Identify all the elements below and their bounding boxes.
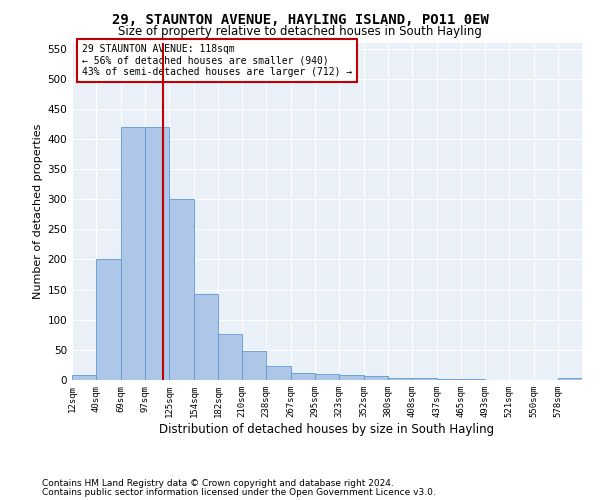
Bar <box>194 294 218 380</box>
Text: Contains public sector information licensed under the Open Government Licence v3: Contains public sector information licen… <box>42 488 436 497</box>
Bar <box>315 374 339 380</box>
Bar <box>121 127 145 380</box>
Bar <box>242 351 266 380</box>
Text: 29 STAUNTON AVENUE: 118sqm
← 56% of detached houses are smaller (940)
43% of sem: 29 STAUNTON AVENUE: 118sqm ← 56% of deta… <box>82 44 352 78</box>
Bar <box>72 375 96 380</box>
Bar <box>96 260 121 380</box>
Y-axis label: Number of detached properties: Number of detached properties <box>33 124 43 299</box>
Bar <box>412 378 437 380</box>
Text: Contains HM Land Registry data © Crown copyright and database right 2024.: Contains HM Land Registry data © Crown c… <box>42 479 394 488</box>
X-axis label: Distribution of detached houses by size in South Hayling: Distribution of detached houses by size … <box>160 422 494 436</box>
Bar <box>266 366 291 380</box>
Bar <box>145 127 169 380</box>
Bar <box>364 376 388 380</box>
Bar <box>437 379 461 380</box>
Bar <box>169 199 194 380</box>
Bar <box>388 378 412 380</box>
Bar <box>339 375 364 380</box>
Text: 29, STAUNTON AVENUE, HAYLING ISLAND, PO11 0EW: 29, STAUNTON AVENUE, HAYLING ISLAND, PO1… <box>112 12 488 26</box>
Text: Size of property relative to detached houses in South Hayling: Size of property relative to detached ho… <box>118 25 482 38</box>
Bar <box>291 374 315 380</box>
Bar <box>218 334 242 380</box>
Bar <box>558 378 582 380</box>
